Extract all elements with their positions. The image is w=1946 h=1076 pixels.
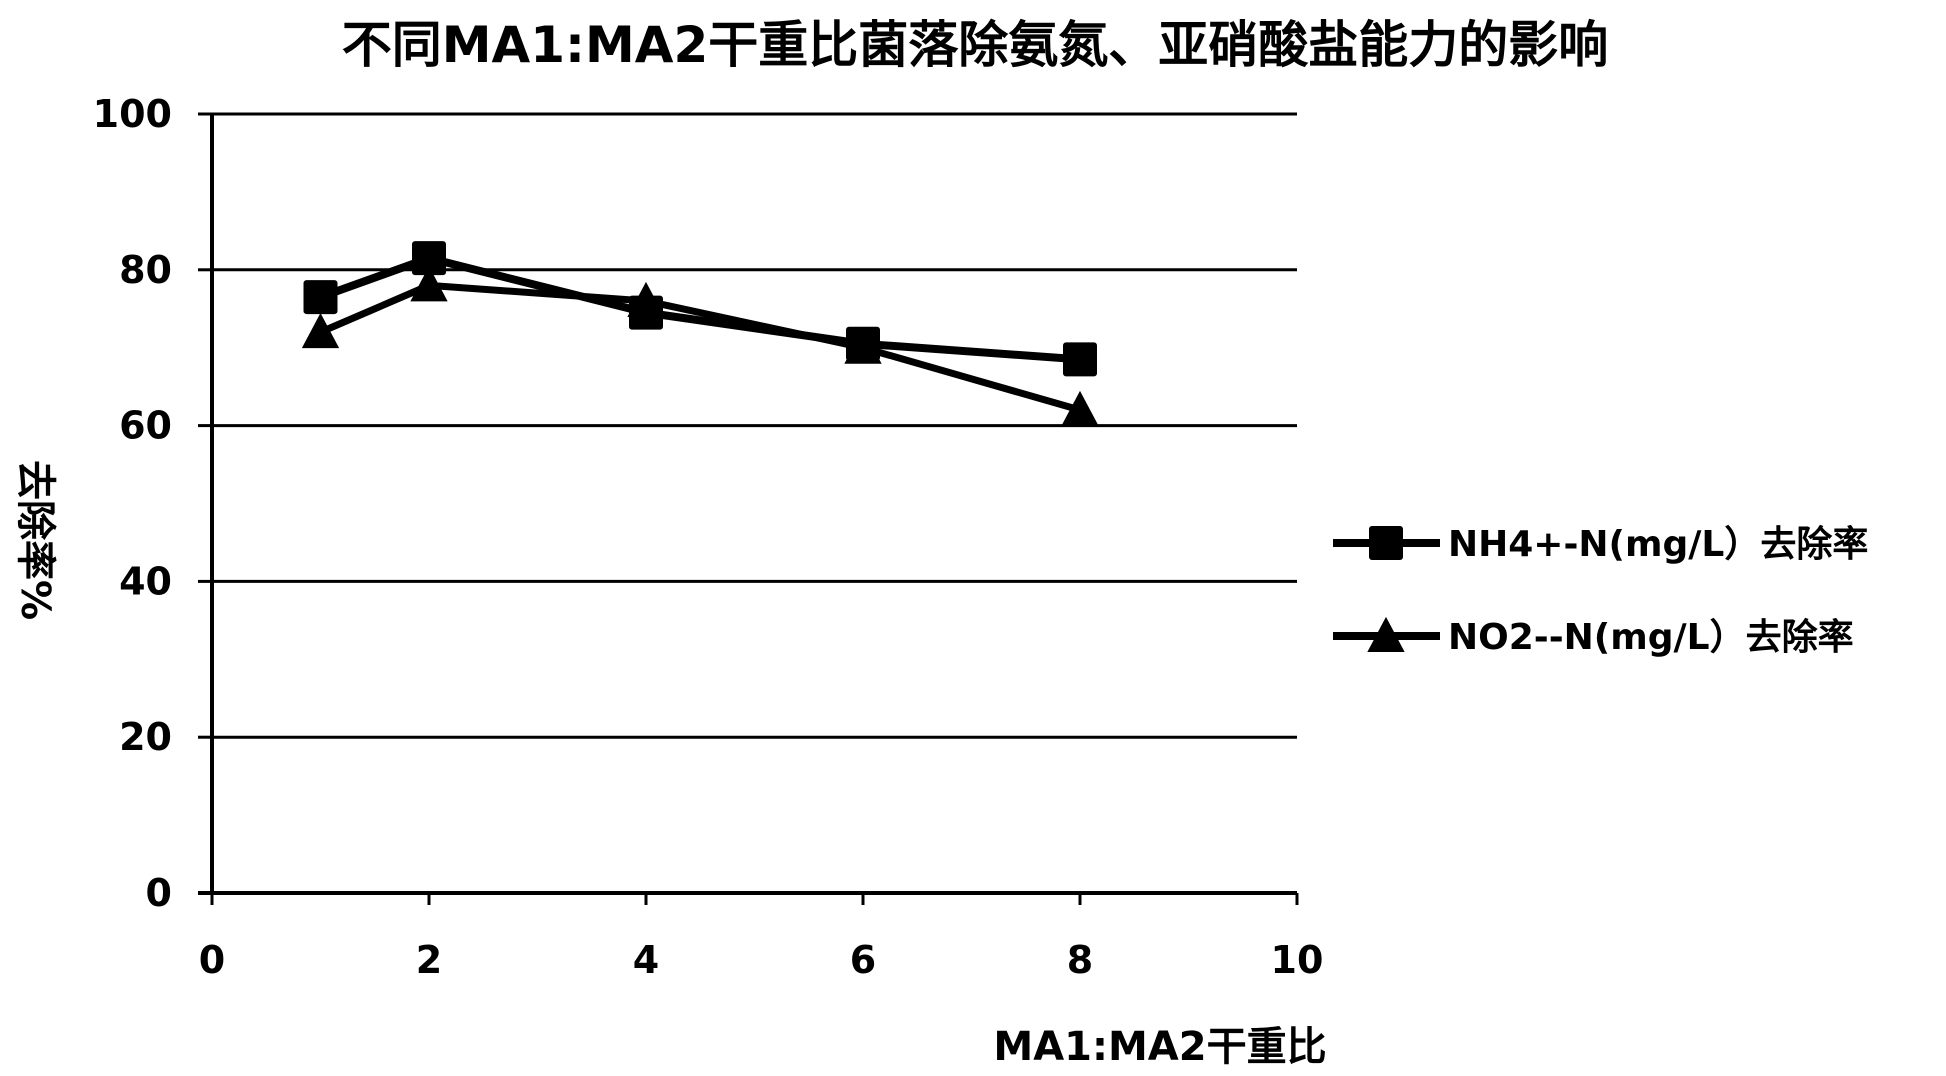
series-square [303,241,1097,377]
legend-marker-triangle [1367,616,1405,652]
axes [198,114,1297,895]
y-tick-label: 0 [146,871,172,915]
data-point-square [1063,342,1097,377]
legend-item: NO2--N(mg/L）去除率 [1333,616,1854,658]
legend-label: NH4+-N(mg/L）去除率 [1448,524,1868,565]
y-axis-ticks: 0 20 40 60 80 100 [93,92,212,915]
data-point-square [846,326,880,361]
data-point-triangle [301,312,340,349]
x-tick-label: 10 [1271,938,1324,982]
y-tick-label: 60 [119,404,172,448]
y-tick-label: 100 [93,92,172,136]
x-tick-label: 8 [1067,938,1093,982]
data-point-square [629,295,663,330]
x-tick-label: 6 [850,938,876,982]
x-tick-label: 2 [416,938,442,982]
data-point-triangle [1061,390,1099,427]
data-point-triangle [410,266,448,302]
legend-marker-square [1369,526,1403,560]
legend: NH4+-N(mg/L）去除率 NO2--N(mg/L）去除率 [1333,524,1868,658]
legend-label: NO2--N(mg/L）去除率 [1448,617,1854,658]
data-point-square [303,280,338,315]
legend-item: NH4+-N(mg/L）去除率 [1333,524,1868,565]
y-tick-label: 20 [119,715,172,759]
y-tick-label: 40 [119,559,172,603]
x-axis-ticks: 0 2 4 6 8 10 [199,893,1324,982]
y-axis-label: 去除率% [12,460,58,620]
series-layer [301,241,1099,427]
chart-title: 不同MA1:MA2干重比菌落除氨氮、亚硝酸盐能力的影响 [342,16,1608,74]
data-point-square [412,241,446,276]
y-tick-label: 80 [119,248,172,292]
x-tick-label: 4 [633,938,659,982]
x-tick-label: 0 [199,938,225,982]
x-axis-label: MA1:MA2干重比 [993,1024,1326,1070]
